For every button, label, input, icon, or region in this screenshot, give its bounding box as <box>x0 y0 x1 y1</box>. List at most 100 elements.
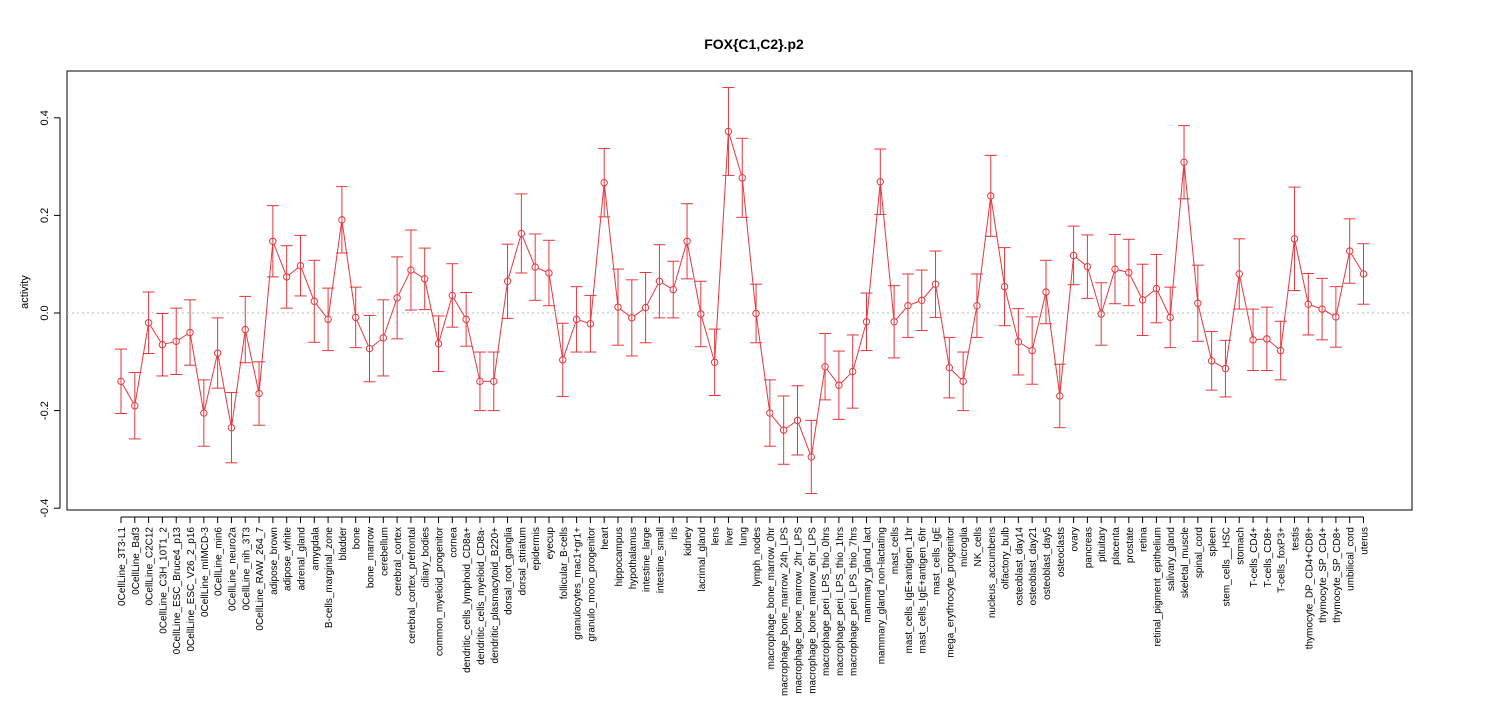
data-point <box>600 179 608 187</box>
series-segment <box>1183 165 1199 301</box>
x-tick-label: 0CellLine_3T3-L1 <box>117 527 128 606</box>
y-tick-label: 0.4 <box>39 110 51 125</box>
data-point <box>1138 296 1147 304</box>
series-segment <box>548 276 563 357</box>
error-bar <box>750 283 763 344</box>
x-tick-label: mast_cells_IgE <box>932 527 943 595</box>
series-segment <box>1268 340 1279 349</box>
x-tick-label: eyecup <box>545 527 556 560</box>
data-point <box>351 313 360 322</box>
data-point <box>476 377 484 386</box>
series-segment <box>1045 295 1060 393</box>
x-tick-label: pituitary <box>1097 527 1108 562</box>
data-point <box>1263 335 1271 343</box>
error-bar <box>667 260 680 319</box>
data-point <box>1056 392 1064 400</box>
error-bar <box>708 328 721 396</box>
x-tick-label: dendritic_cells_myeloid_CD8a- <box>476 527 487 665</box>
x-tick-label: 0CellLine_mIMCD-3 <box>200 527 211 617</box>
series-segment <box>217 356 232 425</box>
error-bar <box>266 205 279 278</box>
series-segment <box>579 319 588 324</box>
data-point <box>1028 346 1036 355</box>
error-bar <box>1357 243 1370 305</box>
x-tick-label: cerebral_cortex_prefrontal <box>407 527 418 644</box>
x-tick-label: placenta <box>1111 527 1122 565</box>
error-bar <box>1039 259 1052 325</box>
x-tick-label: NK_cells <box>973 527 984 566</box>
error-bar <box>791 385 804 456</box>
x-tick-label: retina <box>1139 527 1150 552</box>
error-bar <box>115 348 127 415</box>
x-tick-label: skeletal_muscle <box>1180 527 1191 599</box>
error-bar <box>556 322 569 397</box>
error-bar <box>832 350 845 420</box>
x-tick-label: pancreas <box>1083 527 1094 568</box>
data-point <box>462 315 470 324</box>
error-bar <box>391 256 404 340</box>
x-tick-label: 0CellLine_C2C12 <box>145 527 156 606</box>
x-tick-label: macrophage_peri_LPS_thio_7hrs <box>849 527 860 676</box>
series-segment <box>673 244 687 287</box>
series-segment <box>963 308 977 379</box>
y-tick-label: 0.2 <box>39 208 51 223</box>
x-tick-label: prostate <box>1125 527 1136 564</box>
error-bar <box>1191 264 1204 342</box>
error-bar <box>998 247 1011 327</box>
x-tick-label: 0CellLine_Baf3 <box>131 527 142 595</box>
x-tick-label: macrophage_bone_marrow_6hr_LPS <box>807 527 818 694</box>
x-tick-label: nucleus_accumbens <box>987 527 998 618</box>
x-tick-label: mega_erythrocyte_progenitor <box>945 526 956 657</box>
x-tick-label: mammary_gland_non-lactating <box>876 527 887 664</box>
data-point <box>186 328 194 337</box>
x-axis: 0CellLine_3T3-L1 0CellLine_Baf3 0CellLine_… <box>117 516 1371 696</box>
series-segment <box>383 300 397 336</box>
series-segment <box>798 423 811 455</box>
data-point <box>738 174 746 182</box>
series-segment <box>245 332 259 391</box>
x-tick-label: granulo_mono_progenitor <box>586 526 597 641</box>
data-point <box>1083 262 1092 271</box>
x-tick-label: salivary_gland <box>1166 527 1177 591</box>
x-tick-label: T-cells_CD8+ <box>1263 527 1274 587</box>
series-segment <box>853 324 867 369</box>
x-tick-label: olfactory_bulb <box>1001 527 1012 590</box>
x-tick-label: adrenal_gland <box>296 527 307 590</box>
data-point <box>144 319 153 327</box>
series-segment <box>866 184 881 319</box>
x-tick-label: liver <box>724 526 735 545</box>
series-segment <box>165 341 174 345</box>
data-point <box>338 216 346 224</box>
series-segment <box>134 325 149 403</box>
data-point <box>448 291 457 300</box>
series-segment <box>1311 304 1320 309</box>
error-bar <box>584 294 597 353</box>
x-tick-label: cerebral_cortex <box>393 527 404 596</box>
x-tick-label: macrophage_bone_marrow_2hr_LPS <box>793 527 804 694</box>
series-segment <box>563 322 577 357</box>
x-tick-label: lung <box>738 527 749 546</box>
series-segment <box>453 297 465 317</box>
error-bar <box>142 291 155 355</box>
x-tick-label: 0CellLine_C3H_10T1_2 <box>158 527 169 634</box>
error-bar <box>984 154 997 237</box>
series-segment <box>661 282 671 289</box>
series-segment <box>1129 275 1142 298</box>
error-bar <box>1247 308 1260 372</box>
data-point <box>241 325 249 334</box>
series-segment <box>634 309 644 317</box>
data-point <box>255 389 263 398</box>
series-segment <box>1101 271 1115 312</box>
series-segment <box>522 236 535 265</box>
series-segment <box>1198 306 1212 358</box>
error-bar <box>957 351 970 412</box>
data-point <box>628 314 636 322</box>
data-point <box>918 296 926 305</box>
error-bar <box>1026 316 1039 385</box>
series-segment <box>1117 269 1126 273</box>
x-tick-label: iris <box>669 527 680 540</box>
error-bar <box>529 233 542 301</box>
x-tick-label: lacrimal_gland <box>697 527 708 591</box>
data-point <box>490 377 498 386</box>
